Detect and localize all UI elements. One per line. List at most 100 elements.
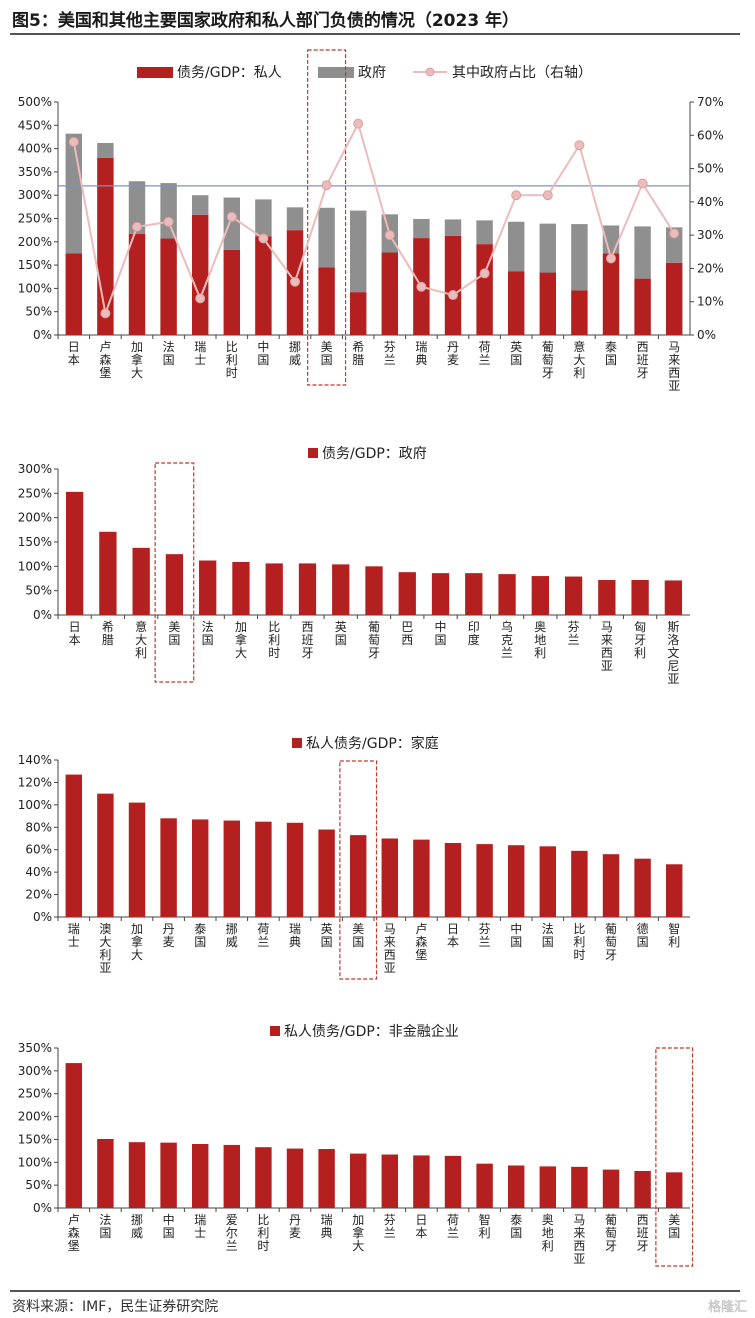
household-bar-12 — [444, 842, 462, 917]
point-government-share-0 — [68, 136, 79, 147]
household-bar-8 — [318, 829, 335, 917]
household-x-label-19: 智利 — [668, 921, 680, 949]
bar-private-5 — [223, 249, 241, 335]
x-label-16: 意大利 — [573, 339, 585, 380]
point-government-share-19 — [669, 228, 680, 239]
bar-government-1 — [97, 143, 114, 158]
corporate-bar-9 — [349, 1153, 367, 1208]
corporate-y-tick-label: 300% — [18, 1064, 52, 1078]
corporate-x-label-13: 智利 — [479, 1212, 491, 1240]
gov-x-label-3: 美国 — [168, 620, 180, 647]
gov-y-tick-label: 200% — [18, 511, 52, 525]
household-bar-14 — [507, 845, 525, 917]
gov-chart-title: 债务/GDP：政府 — [322, 446, 427, 462]
corporate-x-label-17: 葡萄牙 — [605, 1213, 617, 1253]
x-label-9: 希腊 — [352, 339, 364, 367]
household-x-label-14: 中国 — [510, 921, 522, 949]
corporate-x-label-15: 奥地利 — [542, 1213, 554, 1253]
left-y-tick-label: 250% — [18, 212, 52, 226]
corporate-x-label-7: 丹麦 — [289, 1213, 301, 1240]
corporate-x-label-3: 中国 — [163, 1212, 175, 1240]
point-government-share-15 — [542, 190, 553, 201]
point-government-share-18 — [637, 178, 648, 189]
corporate-y-tick-label: 250% — [18, 1087, 52, 1101]
legend-label-share: 其中政府占比（右轴） — [452, 65, 592, 81]
bar-government-15 — [539, 223, 557, 273]
household-bar-2 — [128, 802, 146, 917]
corporate-x-label-19: 美国 — [668, 1213, 680, 1240]
gov-y-tick-label: 250% — [18, 486, 52, 500]
chart-government-debt: 债务/GDP：政府 0% 50% 100% 150% 200% 250% 300% 日本希腊意大… — [18, 446, 690, 686]
point-government-share-17 — [606, 253, 616, 264]
left-y-tick-label: 400% — [18, 142, 52, 156]
bar-private-9 — [349, 292, 367, 335]
corporate-y-tick-label: 0% — [33, 1201, 52, 1215]
bar-government-12 — [444, 219, 462, 236]
household-x-label-6: 荷兰 — [257, 922, 269, 949]
household-y-tick-label: 20% — [25, 888, 52, 902]
corporate-x-label-11: 日本 — [415, 1213, 427, 1240]
x-label-10: 芬兰 — [384, 340, 396, 367]
point-government-share-13 — [479, 268, 490, 279]
gov-bar-5 — [232, 561, 250, 615]
gov-bar-16 — [598, 579, 616, 615]
bar-private-17 — [602, 253, 620, 335]
gov-bar-1 — [99, 531, 117, 615]
gov-bar-14 — [531, 576, 549, 615]
gov-highlight-box — [154, 462, 195, 683]
bar-government-13 — [476, 220, 493, 245]
gov-bar-11 — [431, 573, 450, 615]
gov-y-tick-label: 150% — [18, 535, 52, 549]
left-y-tick-label: 0% — [33, 328, 52, 342]
bar-government-5 — [223, 197, 241, 250]
gov-x-label-16: 马来西亚 — [601, 620, 613, 673]
legend-label-private: 债务/GDP：私人 — [177, 65, 282, 81]
legend-label-government: 政府 — [358, 65, 386, 81]
gov-y-tick-label: 50% — [25, 584, 52, 598]
household-bar-18 — [634, 858, 651, 917]
household-bar-10 — [381, 838, 399, 917]
bar-government-18 — [634, 226, 651, 279]
source-note: 资料来源：IMF，民生证券研究院 — [12, 1299, 219, 1315]
corporate-x-label-4: 瑞士 — [194, 1213, 206, 1240]
bar-government-16 — [571, 224, 588, 291]
x-label-17: 泰国 — [605, 340, 617, 367]
household-bar-16 — [571, 850, 588, 917]
bar-private-8 — [318, 267, 335, 335]
bar-government-6 — [255, 199, 272, 237]
gov-x-label-18: 斯洛文尼亚 — [667, 620, 679, 686]
gov-y-tick-label: 100% — [18, 559, 52, 573]
gov-x-label-7: 西班牙 — [301, 620, 313, 660]
right-y-tick-label: 60% — [697, 128, 724, 142]
gov-x-label-15: 芬兰 — [568, 620, 580, 647]
corporate-x-label-5: 爱尔兰 — [226, 1213, 238, 1253]
gov-x-label-11: 中国 — [435, 619, 447, 647]
bar-private-12 — [444, 235, 462, 335]
line-government-share — [72, 120, 676, 318]
corporate-x-label-0: 卢森堡 — [68, 1212, 80, 1253]
household-bar-5 — [223, 820, 241, 917]
left-y-tick-label: 150% — [18, 258, 52, 272]
household-x-label-7: 瑞典 — [289, 922, 301, 949]
right-y-tick-label: 30% — [697, 228, 724, 242]
x-label-8: 美国 — [321, 340, 333, 367]
corporate-x-label-2: 挪威 — [131, 1213, 143, 1240]
gov-y-tick-label: 300% — [18, 462, 52, 476]
corporate-bar-16 — [571, 1166, 588, 1208]
gov-bar-17 — [631, 579, 649, 615]
gov-legend-swatch — [308, 448, 318, 458]
gov-x-label-6: 比利时 — [268, 620, 280, 660]
household-y-tick-label: 80% — [25, 820, 52, 834]
gov-x-label-17: 匈牙利 — [634, 620, 646, 660]
bar-government-14 — [507, 221, 525, 272]
household-bar-9 — [349, 835, 367, 917]
x-label-11: 瑞典 — [415, 340, 427, 367]
household-x-label-10: 马来西亚 — [384, 922, 396, 975]
household-x-label-9: 美国 — [352, 922, 364, 949]
household-x-label-15: 法国 — [542, 922, 554, 949]
corporate-bar-6 — [255, 1147, 272, 1208]
gov-bar-6 — [265, 563, 283, 615]
point-government-share-4 — [195, 293, 206, 304]
watermark-logo: 格隆汇 — [707, 1300, 747, 1315]
bar-private-19 — [665, 262, 683, 335]
